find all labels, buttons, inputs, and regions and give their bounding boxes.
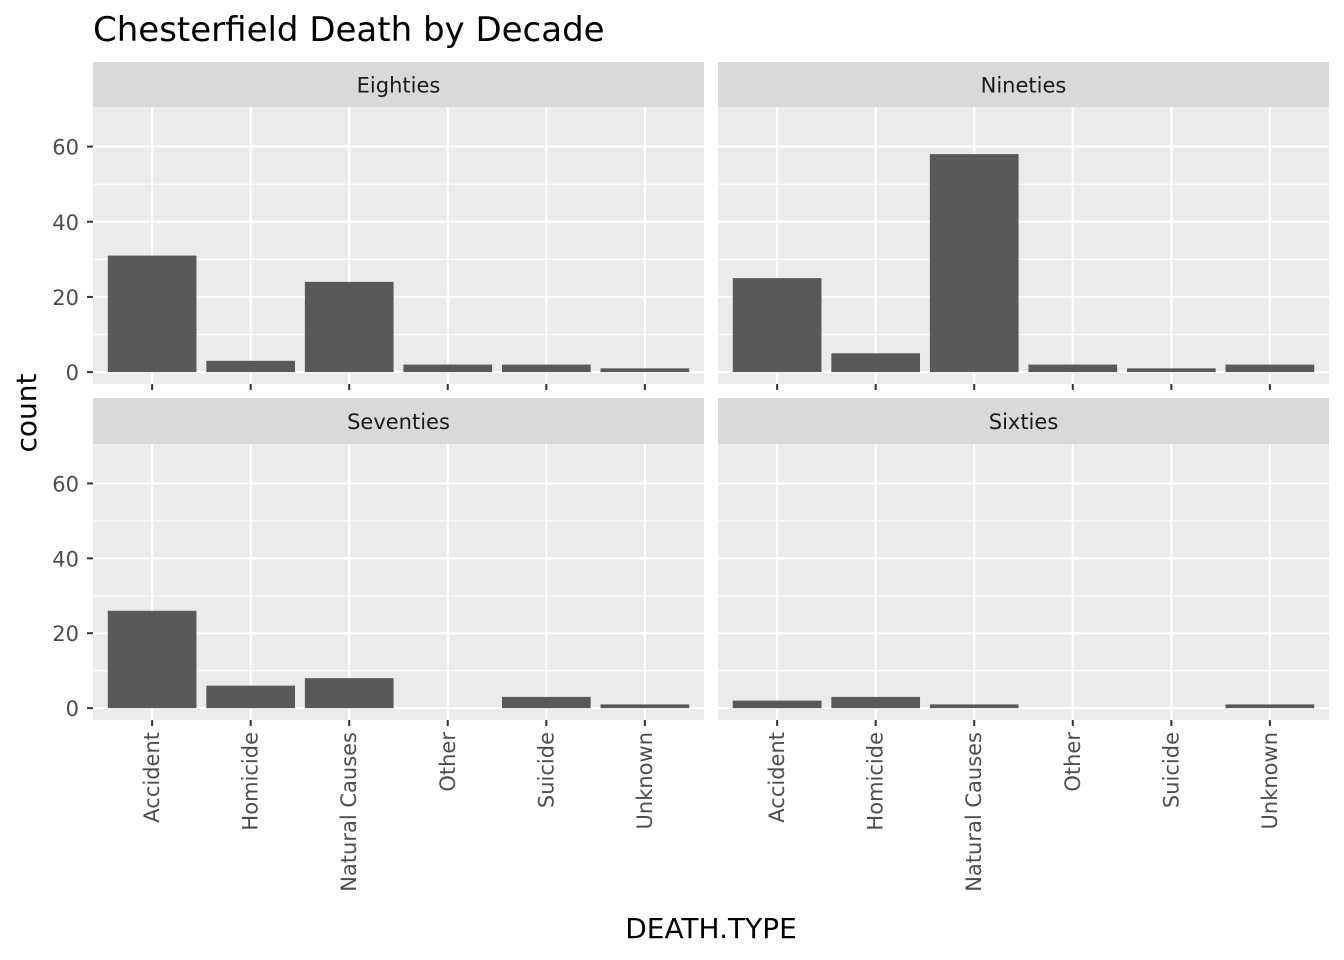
x-tick-label: Accident: [140, 732, 164, 823]
bar-suicide: [501, 696, 591, 709]
y-tick-label: 60: [52, 136, 79, 160]
y-tick-label: 0: [66, 697, 79, 721]
x-tick-label: Accident: [765, 732, 789, 823]
x-tick-label: Unknown: [633, 732, 657, 829]
panel-background: [718, 444, 1329, 720]
x-tick-label: Suicide: [534, 732, 558, 808]
x-axis-title: DEATH.TYPE: [625, 912, 797, 945]
bar-natural-causes: [304, 678, 394, 709]
bar-unknown: [600, 704, 690, 709]
facet-strip: [93, 62, 704, 107]
bar-natural-causes: [929, 704, 1019, 709]
x-tick-label: Other: [436, 732, 460, 792]
bar-homicide: [831, 353, 921, 373]
x-tick-label: Homicide: [864, 732, 888, 831]
y-tick-label: 0: [66, 361, 79, 385]
bar-homicide: [206, 360, 296, 373]
facet-strip-label: Nineties: [981, 74, 1067, 98]
x-tick-label: Natural Causes: [962, 732, 986, 892]
bar-unknown: [600, 368, 690, 373]
facet-strip-label: Seventies: [347, 410, 450, 434]
facet-panel-sixties: Sixties Accident Homicide Natural Causes Oth…: [718, 398, 1329, 892]
x-tick-label: Other: [1061, 732, 1085, 792]
facet-panel-nineties: Nineties: [718, 62, 1329, 390]
facet-panels: Eighties 0 20 40 60 Nineties Seventies 0 20 40 60 A…: [52, 62, 1329, 892]
x-tick-label: Natural Causes: [337, 732, 361, 892]
facet-strip: [93, 398, 704, 444]
x-tick-label: Suicide: [1159, 732, 1183, 808]
bar-accident: [107, 610, 197, 709]
bar-unknown: [1225, 704, 1315, 709]
bar-other: [403, 364, 493, 373]
facet-strip-label: Sixties: [989, 410, 1059, 434]
y-tick-label: 20: [52, 286, 79, 310]
bar-natural-causes: [929, 154, 1019, 373]
y-axis-title: count: [10, 373, 43, 452]
y-tick-label: 40: [52, 211, 79, 235]
bar-suicide: [501, 364, 591, 373]
y-tick-label: 60: [52, 472, 79, 496]
facet-panel-seventies: Seventies 0 20 40 60 Accident Homicide Natural …: [52, 398, 704, 892]
bar-homicide: [831, 696, 921, 709]
bar-accident: [732, 278, 822, 373]
y-tick-label: 40: [52, 547, 79, 571]
x-tick-label: Homicide: [239, 732, 263, 831]
bar-other: [1028, 364, 1118, 373]
bar-unknown: [1225, 364, 1315, 373]
y-tick-label: 20: [52, 622, 79, 646]
chart-title: Chesterfield Death by Decade: [93, 10, 605, 50]
bar-accident: [732, 700, 822, 709]
facet-strip: [718, 62, 1329, 107]
bar-suicide: [1126, 368, 1216, 373]
facet-strip-label: Eighties: [357, 74, 441, 98]
facet-strip: [718, 398, 1329, 444]
bar-homicide: [206, 685, 296, 709]
x-tick-label: Unknown: [1258, 732, 1282, 829]
bar-natural-causes: [304, 281, 394, 373]
facet-panel-eighties: Eighties 0 20 40 60: [52, 62, 704, 390]
bar-accident: [107, 255, 197, 373]
